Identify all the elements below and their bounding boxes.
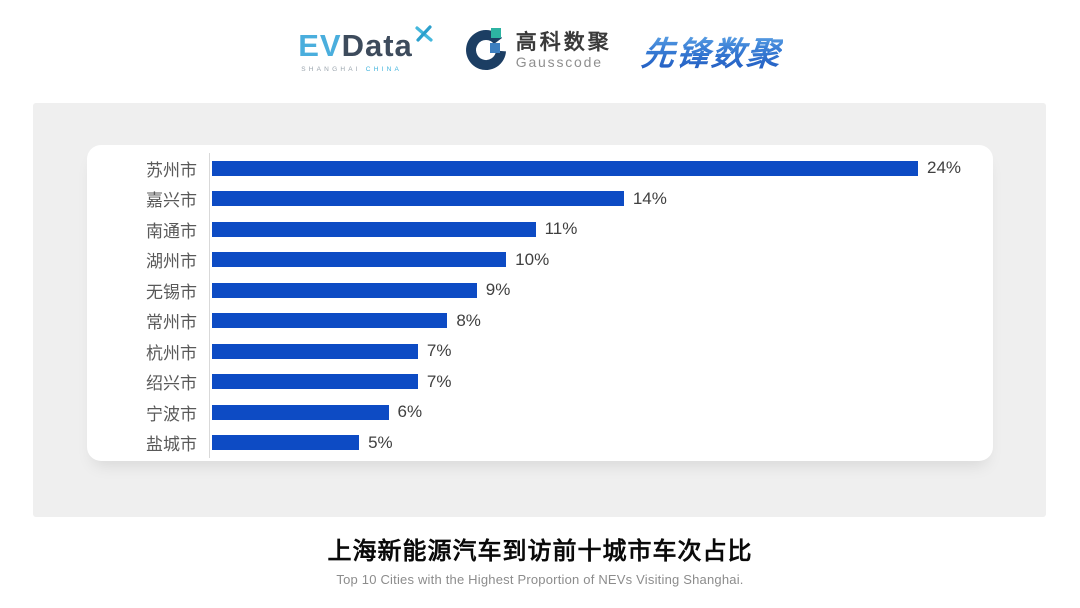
bar-row: 宁波市 6% [99, 397, 977, 428]
caption: 上海新能源汽车到访前十城市车次占比 Top 10 Cities with the… [0, 531, 1080, 587]
bar-track: 7% [209, 336, 977, 367]
bar [212, 313, 448, 329]
evdata-shanghai-text: SHANGHAI [301, 65, 361, 73]
value-label: 14% [632, 188, 667, 208]
bar-track: 7% [209, 366, 977, 397]
bar [212, 252, 507, 268]
evdata-subtitle: SHANGHAI CHINA [301, 66, 402, 73]
evdata-star-icon [414, 24, 434, 49]
bar [212, 282, 477, 298]
bar [212, 191, 624, 207]
bar-row: 嘉兴市 14% [99, 183, 977, 214]
bar-row: 杭州市 7% [99, 336, 977, 367]
bar-track: 9% [209, 275, 977, 306]
bar-track: 5% [209, 427, 977, 458]
category-label: 湖州市 [146, 252, 197, 272]
bar [212, 404, 389, 420]
gausscode-english-name: Gausscode [515, 54, 603, 71]
category-label: 常州市 [146, 313, 197, 333]
evdata-logo: EVData SHANGHAI CHINA [298, 24, 434, 73]
category-label: 绍兴市 [146, 374, 197, 394]
bar [212, 221, 536, 237]
chart-title: 上海新能源汽车到访前十城市车次占比 [327, 538, 753, 565]
gausscode-g-icon [464, 26, 508, 77]
bar-row: 南通市 11% [99, 214, 977, 245]
bar-row: 盐城市 5% [99, 427, 977, 458]
xianfeng-logo: 先锋数聚 [639, 27, 784, 75]
bar-track: 10% [209, 244, 977, 275]
bar-track: 6% [209, 397, 977, 428]
category-label: 南通市 [146, 221, 197, 241]
value-label: 9% [485, 280, 511, 300]
category-label: 无锡市 [146, 282, 197, 302]
bar [212, 343, 418, 359]
bar-track: 14% [209, 183, 977, 214]
category-label: 盐城市 [146, 435, 197, 455]
value-label: 7% [426, 341, 452, 361]
chart-card: 苏州市 24% 嘉兴市 14% 南通市 11% 湖州市 10% 无锡市 9% 常州市 8% 杭州市 7% 绍… [87, 145, 993, 461]
category-label: 宁波市 [146, 404, 197, 424]
evdata-wordmark: EVData [298, 30, 413, 61]
bar-row: 苏州市 24% [99, 153, 977, 184]
chart-panel: 苏州市 24% 嘉兴市 14% 南通市 11% 湖州市 10% 无锡市 9% 常州市 8% 杭州市 7% 绍… [33, 103, 1046, 517]
value-label: 10% [515, 249, 550, 269]
bar-chart: 苏州市 24% 嘉兴市 14% 南通市 11% 湖州市 10% 无锡市 9% 常州市 8% 杭州市 7% 绍… [99, 153, 977, 458]
bar-row: 绍兴市 7% [99, 366, 977, 397]
bar [212, 435, 360, 451]
evdata-ev-text: EV [298, 27, 342, 63]
value-label: 24% [927, 158, 962, 178]
evdata-china-text: CHINA [365, 65, 403, 73]
value-label: 11% [544, 219, 578, 239]
category-label: 嘉兴市 [146, 191, 197, 211]
bar-row: 无锡市 9% [99, 275, 977, 306]
value-label: 6% [397, 402, 423, 422]
value-label: 7% [426, 371, 452, 391]
bar [212, 374, 418, 390]
gausscode-chinese-name: 高科数聚 [515, 31, 612, 55]
bar-track: 24% [209, 153, 977, 184]
bar-track: 11% [209, 214, 977, 245]
value-label: 8% [456, 310, 481, 330]
evdata-data-text: Data [341, 27, 413, 63]
logo-header: EVData SHANGHAI CHINA 高科数聚 Gausscode [0, 20, 1080, 82]
category-label: 杭州市 [146, 343, 197, 363]
bar [212, 160, 918, 176]
value-label: 5% [368, 432, 393, 452]
gausscode-logo: 高科数聚 Gausscode [464, 26, 612, 77]
bar-track: 8% [209, 305, 977, 336]
chart-subtitle: Top 10 Cities with the Highest Proportio… [336, 572, 744, 587]
bar-row: 常州市 8% [99, 305, 977, 336]
bar-row: 湖州市 10% [99, 244, 977, 275]
category-label: 苏州市 [146, 160, 197, 180]
